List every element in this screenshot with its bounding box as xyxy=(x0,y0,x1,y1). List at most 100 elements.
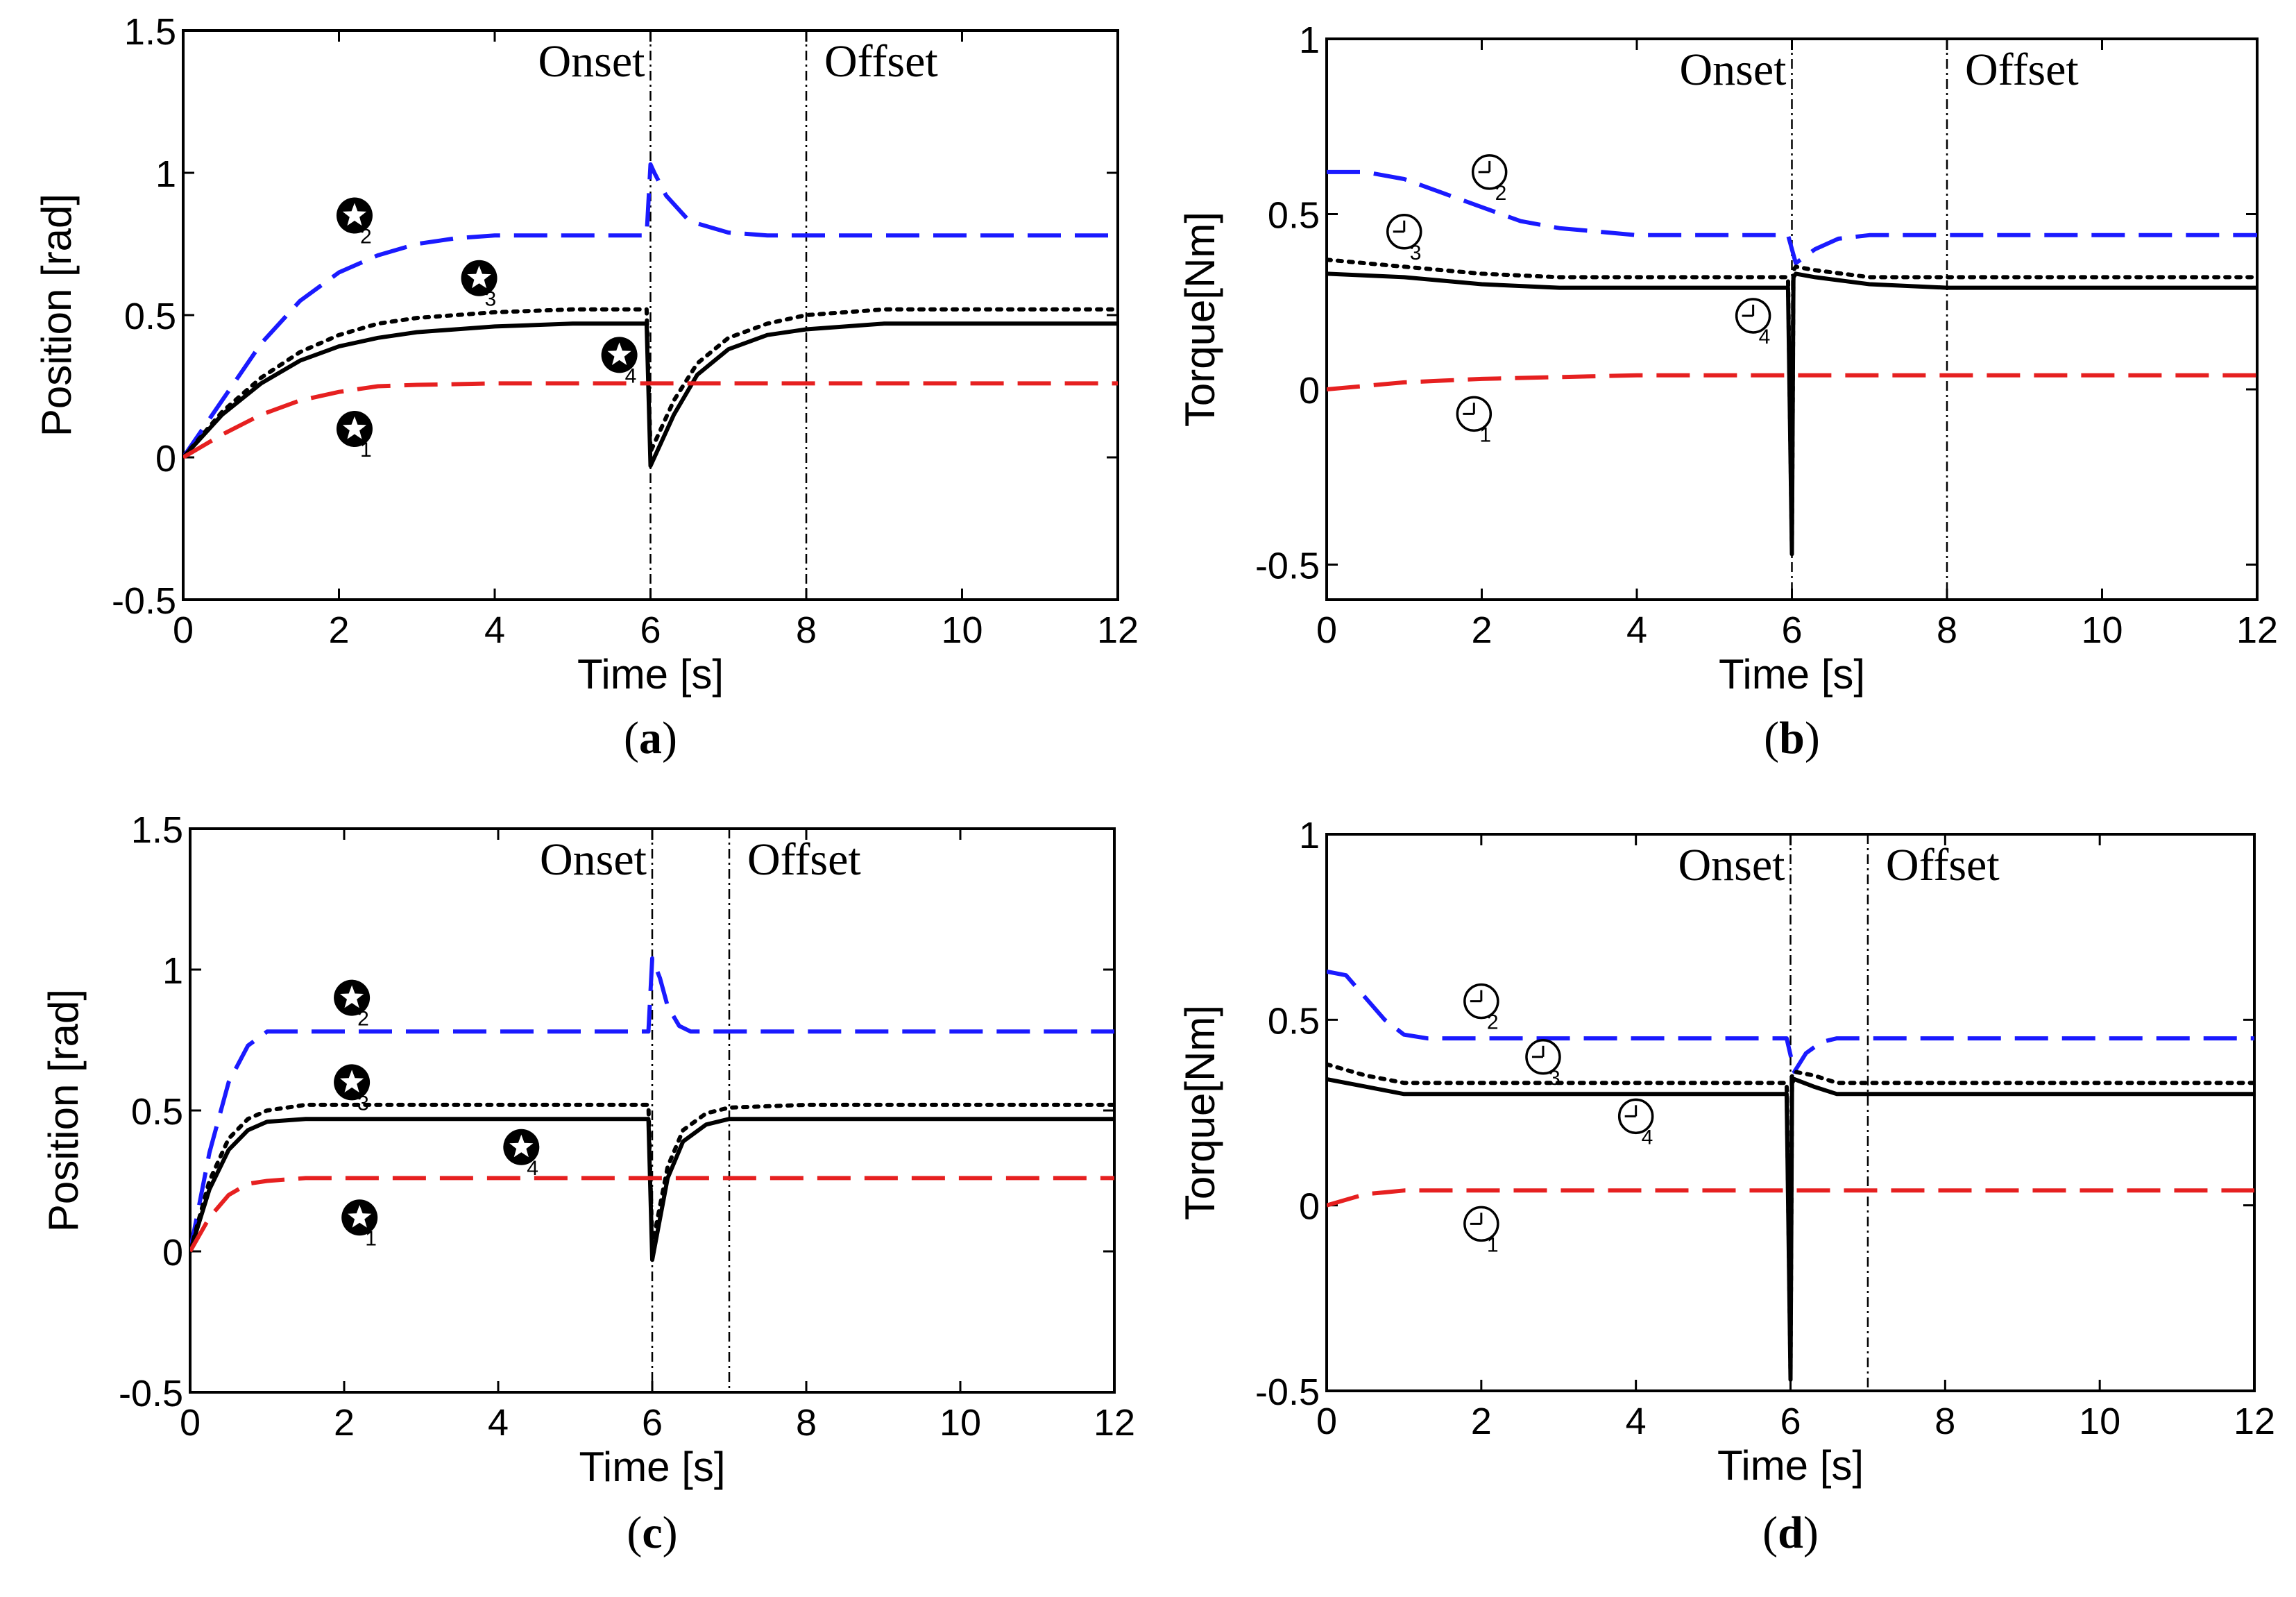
star-marker-icon: 2 xyxy=(334,979,371,1031)
x-tick-label: 6 xyxy=(1781,609,1802,651)
series-line-1 xyxy=(1327,969,2254,1074)
series-line-2 xyxy=(183,307,1118,459)
marker-index-label: 4 xyxy=(625,364,637,387)
y-tick-label: -0.5 xyxy=(1255,1371,1320,1413)
x-tick-label: 4 xyxy=(484,609,505,651)
y-tick-label: 1.5 xyxy=(131,809,183,851)
panel-label: (c) xyxy=(627,1507,677,1558)
annotation-onset: Onset xyxy=(1680,44,1787,95)
marker-index-label: 2 xyxy=(360,226,372,248)
marker-index-label: 4 xyxy=(1642,1126,1653,1149)
y-axis-label: Torque[Nm] xyxy=(1177,212,1223,427)
series-line-2 xyxy=(1327,1062,2254,1375)
series-line-1 xyxy=(1327,169,2257,266)
y-tick-label: 0.5 xyxy=(1268,195,1320,237)
x-tick-label: 0 xyxy=(173,609,194,651)
x-tick-label: 4 xyxy=(1626,1401,1647,1442)
series-line-3 xyxy=(1327,271,2257,557)
y-tick-label: 1 xyxy=(1299,19,1320,61)
annotation-onset: Onset xyxy=(540,834,647,885)
marker-index-label: 2 xyxy=(1487,1011,1499,1034)
marker-index-label: 2 xyxy=(357,1008,369,1031)
star-marker-icon: 3 xyxy=(334,1064,371,1115)
y-axis-label: Torque[Nm] xyxy=(1177,1005,1223,1220)
annotation-offset: Offset xyxy=(824,36,938,87)
marker-index-label: 2 xyxy=(1495,182,1507,205)
x-tick-label: 6 xyxy=(642,1402,663,1444)
clock-marker-icon: 2 xyxy=(1463,983,1499,1034)
x-tick-label: 12 xyxy=(1094,1402,1135,1444)
star-marker-icon: 1 xyxy=(336,411,373,462)
marker-index-label: 1 xyxy=(360,439,372,462)
x-tick-label: 6 xyxy=(1780,1401,1801,1442)
marker-index-label: 1 xyxy=(1479,423,1491,446)
x-tick-label: 6 xyxy=(640,609,661,651)
clock-marker-icon: 3 xyxy=(1525,1039,1561,1090)
x-tick-label: 2 xyxy=(1471,609,1492,651)
series-line-1 xyxy=(190,956,1114,1252)
x-tick-label: 8 xyxy=(1937,609,1957,651)
x-tick-label: 0 xyxy=(1316,1401,1337,1442)
series-line-3 xyxy=(1327,1076,2254,1382)
x-tick-label: 12 xyxy=(2234,1401,2275,1442)
y-axis-label: Position [rad] xyxy=(40,989,87,1232)
series-line-4 xyxy=(1327,1188,2254,1208)
x-tick-label: 12 xyxy=(2236,609,2278,651)
star-marker-icon: 3 xyxy=(461,260,498,311)
star-marker-icon: 4 xyxy=(503,1129,540,1180)
series-line-2 xyxy=(1327,257,2257,550)
clock-marker-icon: 4 xyxy=(1617,1098,1654,1149)
x-tick-label: 10 xyxy=(941,609,983,651)
x-tick-label: 4 xyxy=(1626,609,1647,651)
annotation-offset: Offset xyxy=(747,834,861,885)
series-line-4 xyxy=(190,1176,1114,1253)
clock-marker-icon: 3 xyxy=(1386,214,1422,264)
marker-index-label: 3 xyxy=(485,288,497,311)
marker-index-label: 4 xyxy=(527,1157,538,1180)
y-tick-label: 0.5 xyxy=(131,1091,183,1133)
series-line-4 xyxy=(183,381,1118,459)
annotation-onset: Onset xyxy=(1678,840,1785,890)
y-tick-label: 0.5 xyxy=(1268,1000,1320,1042)
star-marker-icon: 1 xyxy=(341,1199,378,1250)
y-tick-label: 1 xyxy=(1299,815,1320,856)
marker-index-label: 4 xyxy=(1759,326,1771,348)
x-axis-label: Time [s] xyxy=(579,1444,725,1490)
marker-index-label: 3 xyxy=(1549,1067,1561,1090)
panel-label: (b) xyxy=(1764,713,1820,763)
y-tick-label: -0.5 xyxy=(119,1373,183,1414)
x-tick-label: 0 xyxy=(180,1402,201,1444)
x-tick-label: 8 xyxy=(796,1402,817,1444)
clock-marker-icon: 1 xyxy=(1463,1206,1499,1256)
y-tick-label: 1.5 xyxy=(124,11,176,53)
x-tick-label: 4 xyxy=(488,1402,509,1444)
y-tick-label: 0.5 xyxy=(124,296,176,337)
marker-index-label: 3 xyxy=(1410,242,1422,264)
marker-index-label: 1 xyxy=(1487,1233,1499,1256)
panel-label: (d) xyxy=(1762,1507,1819,1558)
star-marker-icon: 4 xyxy=(601,337,638,387)
x-tick-label: 10 xyxy=(2081,609,2123,651)
y-tick-label: 0 xyxy=(155,438,176,480)
x-tick-label: 8 xyxy=(796,609,817,651)
series-line-4 xyxy=(1327,373,2257,391)
y-tick-label: 1 xyxy=(155,153,176,195)
x-axis-label: Time [s] xyxy=(577,651,724,698)
y-tick-label: -0.5 xyxy=(112,580,176,622)
x-tick-label: 2 xyxy=(334,1402,355,1444)
y-tick-label: 0 xyxy=(162,1232,183,1274)
y-tick-label: 0 xyxy=(1299,370,1320,412)
x-tick-label: 2 xyxy=(1471,1401,1492,1442)
clock-marker-icon: 1 xyxy=(1456,396,1493,446)
x-tick-label: 0 xyxy=(1316,609,1337,651)
annotation-offset: Offset xyxy=(1965,44,2079,95)
star-marker-icon: 2 xyxy=(336,197,373,248)
panel-label: (a) xyxy=(624,713,677,763)
y-tick-label: 1 xyxy=(162,950,183,992)
x-axis-label: Time [s] xyxy=(1717,1442,1864,1489)
y-tick-label: -0.5 xyxy=(1255,546,1320,587)
marker-index-label: 1 xyxy=(365,1227,377,1250)
annotation-onset: Onset xyxy=(538,36,645,87)
